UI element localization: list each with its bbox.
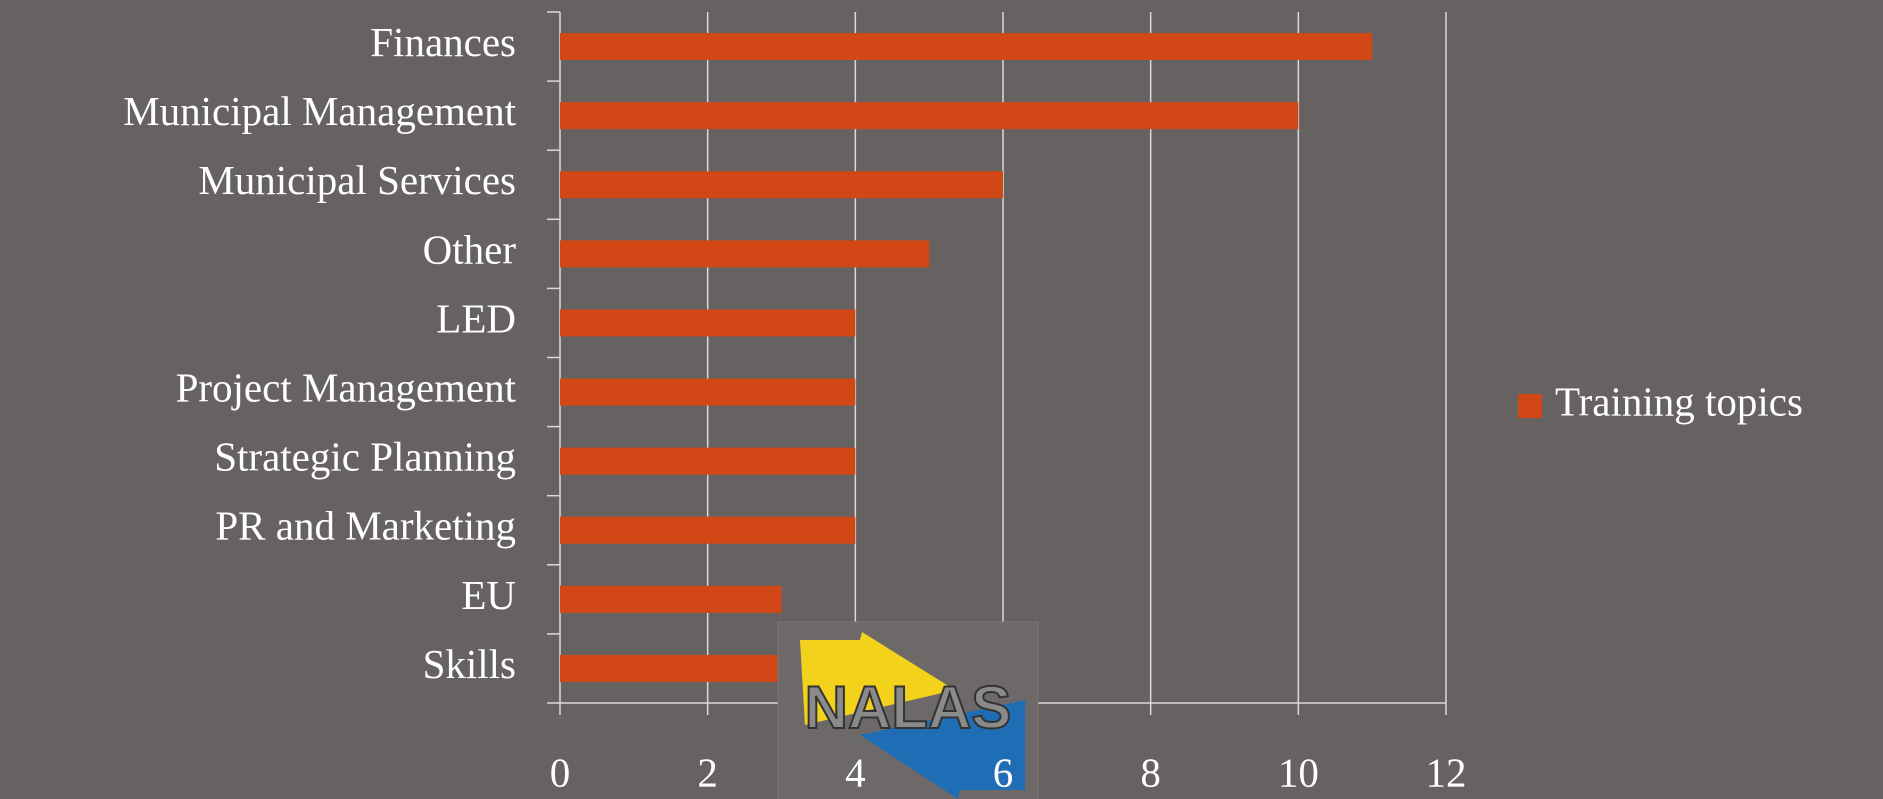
y-tick-label: Municipal Management [123, 88, 516, 134]
y-tick-label: LED [436, 295, 516, 341]
x-tick-label: 10 [1278, 749, 1319, 795]
y-tick-label: Finances [370, 19, 516, 65]
y-tick-label: Strategic Planning [214, 434, 516, 480]
bar [560, 516, 856, 544]
logo-arrow-yellow [800, 632, 955, 725]
logo: NALAS [777, 621, 1039, 799]
logo-arrow-blue [860, 700, 1025, 799]
y-tick-label: PR and Marketing [215, 503, 516, 549]
x-tick-label: 2 [697, 749, 718, 795]
y-tick-label: Other [423, 226, 517, 272]
legend-swatch [1518, 394, 1542, 418]
bar [560, 171, 1003, 199]
bar [560, 447, 856, 475]
legend-label: Training topics [1555, 378, 1803, 424]
y-tick-label: Project Management [176, 364, 517, 410]
x-tick-label: 8 [1140, 749, 1161, 795]
x-tick-label: 12 [1426, 749, 1467, 795]
bar [560, 309, 856, 337]
y-tick-label: Municipal Services [198, 157, 516, 203]
y-tick-label: EU [461, 572, 516, 618]
bar [560, 102, 1299, 130]
bar [560, 240, 930, 268]
x-tick-label: 4 [845, 749, 866, 795]
logo-text: NALAS [805, 674, 1012, 741]
bar [560, 33, 1373, 61]
y-tick-label: Skills [423, 641, 516, 687]
bar [560, 654, 782, 682]
x-tick-label: 6 [993, 749, 1014, 795]
bar [560, 378, 856, 406]
bar [560, 585, 782, 613]
x-tick-label: 0 [550, 749, 571, 795]
